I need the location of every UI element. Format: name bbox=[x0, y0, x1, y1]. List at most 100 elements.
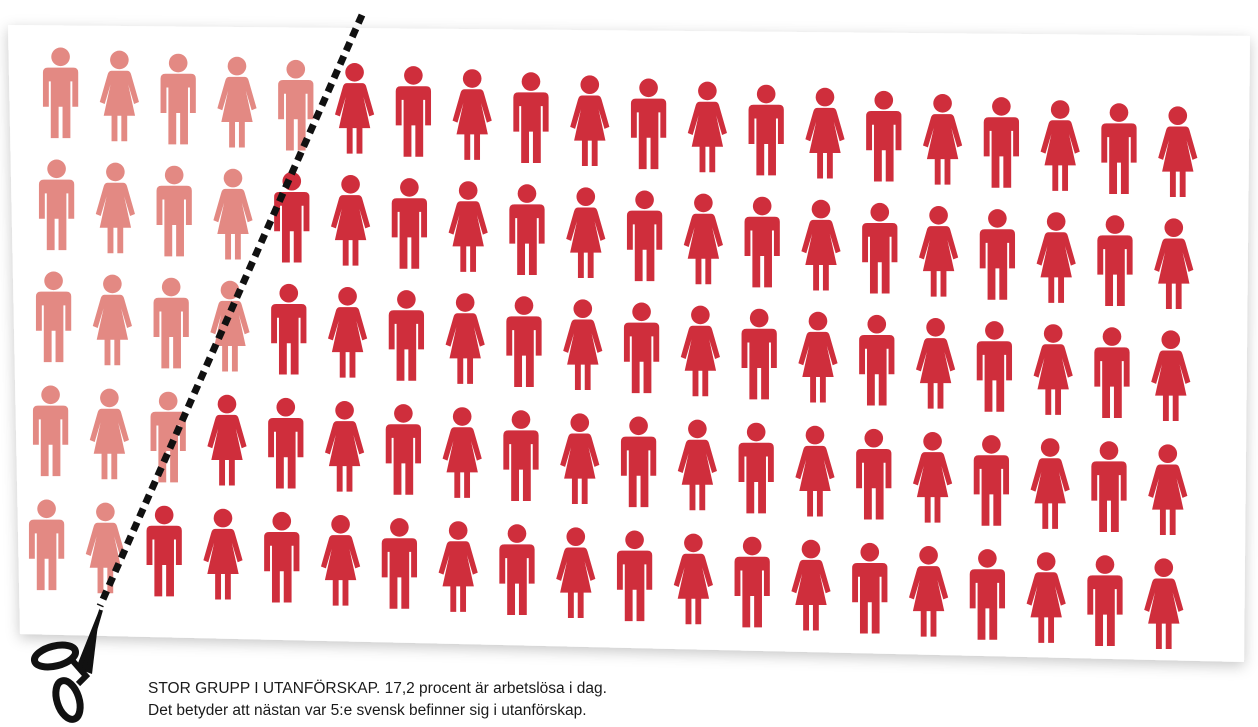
woman-icon bbox=[556, 527, 596, 619]
caption: STOR GRUPP I UTANFÖRSKAP. 17,2 procent ä… bbox=[148, 678, 1148, 722]
woman-icon bbox=[563, 299, 603, 391]
man-icon bbox=[979, 209, 1016, 300]
man-icon bbox=[1087, 555, 1123, 646]
man-icon bbox=[616, 530, 653, 622]
woman-icon bbox=[683, 193, 723, 285]
woman-icon bbox=[1144, 558, 1184, 650]
woman-icon bbox=[1033, 324, 1073, 415]
man-icon bbox=[859, 314, 895, 406]
woman-icon bbox=[791, 539, 831, 631]
woman-icon bbox=[677, 419, 717, 511]
woman-icon bbox=[320, 515, 361, 606]
man-icon bbox=[388, 290, 425, 381]
man-icon bbox=[973, 435, 1010, 526]
man-icon bbox=[503, 410, 539, 501]
man-icon bbox=[264, 511, 300, 603]
man-icon bbox=[976, 321, 1013, 412]
woman-icon bbox=[918, 206, 959, 297]
man-icon bbox=[268, 397, 304, 489]
man-icon bbox=[385, 404, 422, 495]
man-icon bbox=[28, 499, 65, 591]
woman-icon bbox=[795, 425, 835, 517]
woman-icon bbox=[908, 546, 949, 637]
woman-icon bbox=[1026, 552, 1066, 643]
man-icon bbox=[856, 428, 892, 520]
woman-icon bbox=[922, 94, 963, 185]
man-icon bbox=[32, 385, 69, 477]
woman-icon bbox=[673, 533, 713, 625]
woman-icon bbox=[687, 81, 727, 173]
woman-icon bbox=[570, 75, 610, 167]
man-icon bbox=[630, 78, 667, 170]
woman-icon bbox=[1158, 106, 1198, 198]
man-icon bbox=[271, 283, 307, 375]
man-icon bbox=[744, 196, 780, 288]
woman-icon bbox=[324, 401, 365, 492]
woman-icon bbox=[203, 508, 243, 600]
woman-icon bbox=[801, 199, 841, 291]
man-icon bbox=[391, 178, 428, 269]
woman-icon bbox=[448, 181, 488, 272]
man-icon bbox=[499, 524, 535, 615]
woman-icon bbox=[1040, 100, 1080, 191]
woman-icon bbox=[334, 63, 375, 154]
man-icon bbox=[1091, 441, 1127, 532]
woman-icon bbox=[680, 305, 720, 397]
man-icon bbox=[153, 277, 189, 369]
woman-icon bbox=[442, 407, 482, 498]
woman-icon bbox=[1151, 330, 1191, 422]
woman-icon bbox=[327, 287, 368, 378]
woman-icon bbox=[438, 521, 478, 612]
man-icon bbox=[741, 308, 777, 400]
man-icon bbox=[509, 184, 545, 275]
man-icon bbox=[1101, 103, 1137, 194]
man-icon bbox=[1094, 327, 1130, 418]
woman-icon bbox=[560, 413, 600, 505]
woman-icon bbox=[452, 69, 492, 160]
woman-icon bbox=[915, 318, 956, 409]
woman-icon bbox=[798, 311, 838, 403]
man-icon bbox=[38, 159, 75, 251]
man-icon bbox=[1097, 215, 1133, 306]
woman-icon bbox=[95, 162, 135, 254]
man-icon bbox=[513, 72, 549, 163]
man-icon bbox=[156, 165, 192, 257]
woman-icon bbox=[912, 432, 953, 523]
woman-icon bbox=[1030, 438, 1070, 529]
man-icon bbox=[862, 202, 898, 294]
man-icon bbox=[623, 302, 660, 394]
woman-icon bbox=[213, 168, 253, 260]
man-icon bbox=[506, 296, 542, 387]
man-icon bbox=[42, 47, 79, 139]
woman-icon bbox=[89, 388, 129, 480]
man-icon bbox=[738, 422, 774, 514]
man-icon bbox=[852, 542, 888, 634]
man-icon bbox=[620, 416, 657, 508]
woman-icon bbox=[85, 502, 125, 594]
man-icon bbox=[866, 90, 902, 182]
woman-icon bbox=[92, 274, 132, 366]
woman-icon bbox=[217, 56, 257, 148]
scissors-icon bbox=[30, 608, 103, 723]
people-grid bbox=[28, 47, 1198, 650]
man-icon bbox=[146, 505, 182, 597]
woman-icon bbox=[566, 187, 606, 279]
woman-icon bbox=[805, 87, 845, 179]
woman-icon bbox=[1154, 218, 1194, 310]
cut-line bbox=[96, 13, 366, 608]
woman-icon bbox=[1148, 444, 1188, 536]
man-icon bbox=[626, 190, 663, 282]
man-icon bbox=[381, 518, 418, 609]
woman-icon bbox=[330, 175, 371, 266]
caption-line-2: Det betyder att nästan var 5:e svensk be… bbox=[148, 702, 587, 719]
man-icon bbox=[35, 271, 72, 363]
woman-icon bbox=[445, 293, 485, 384]
caption-line-1: STOR GRUPP I UTANFÖRSKAP. 17,2 procent ä… bbox=[148, 680, 607, 697]
man-icon bbox=[734, 536, 770, 628]
man-icon bbox=[278, 59, 314, 151]
man-icon bbox=[160, 53, 196, 145]
man-icon bbox=[748, 84, 784, 176]
man-icon bbox=[983, 97, 1020, 188]
woman-icon bbox=[207, 394, 247, 486]
